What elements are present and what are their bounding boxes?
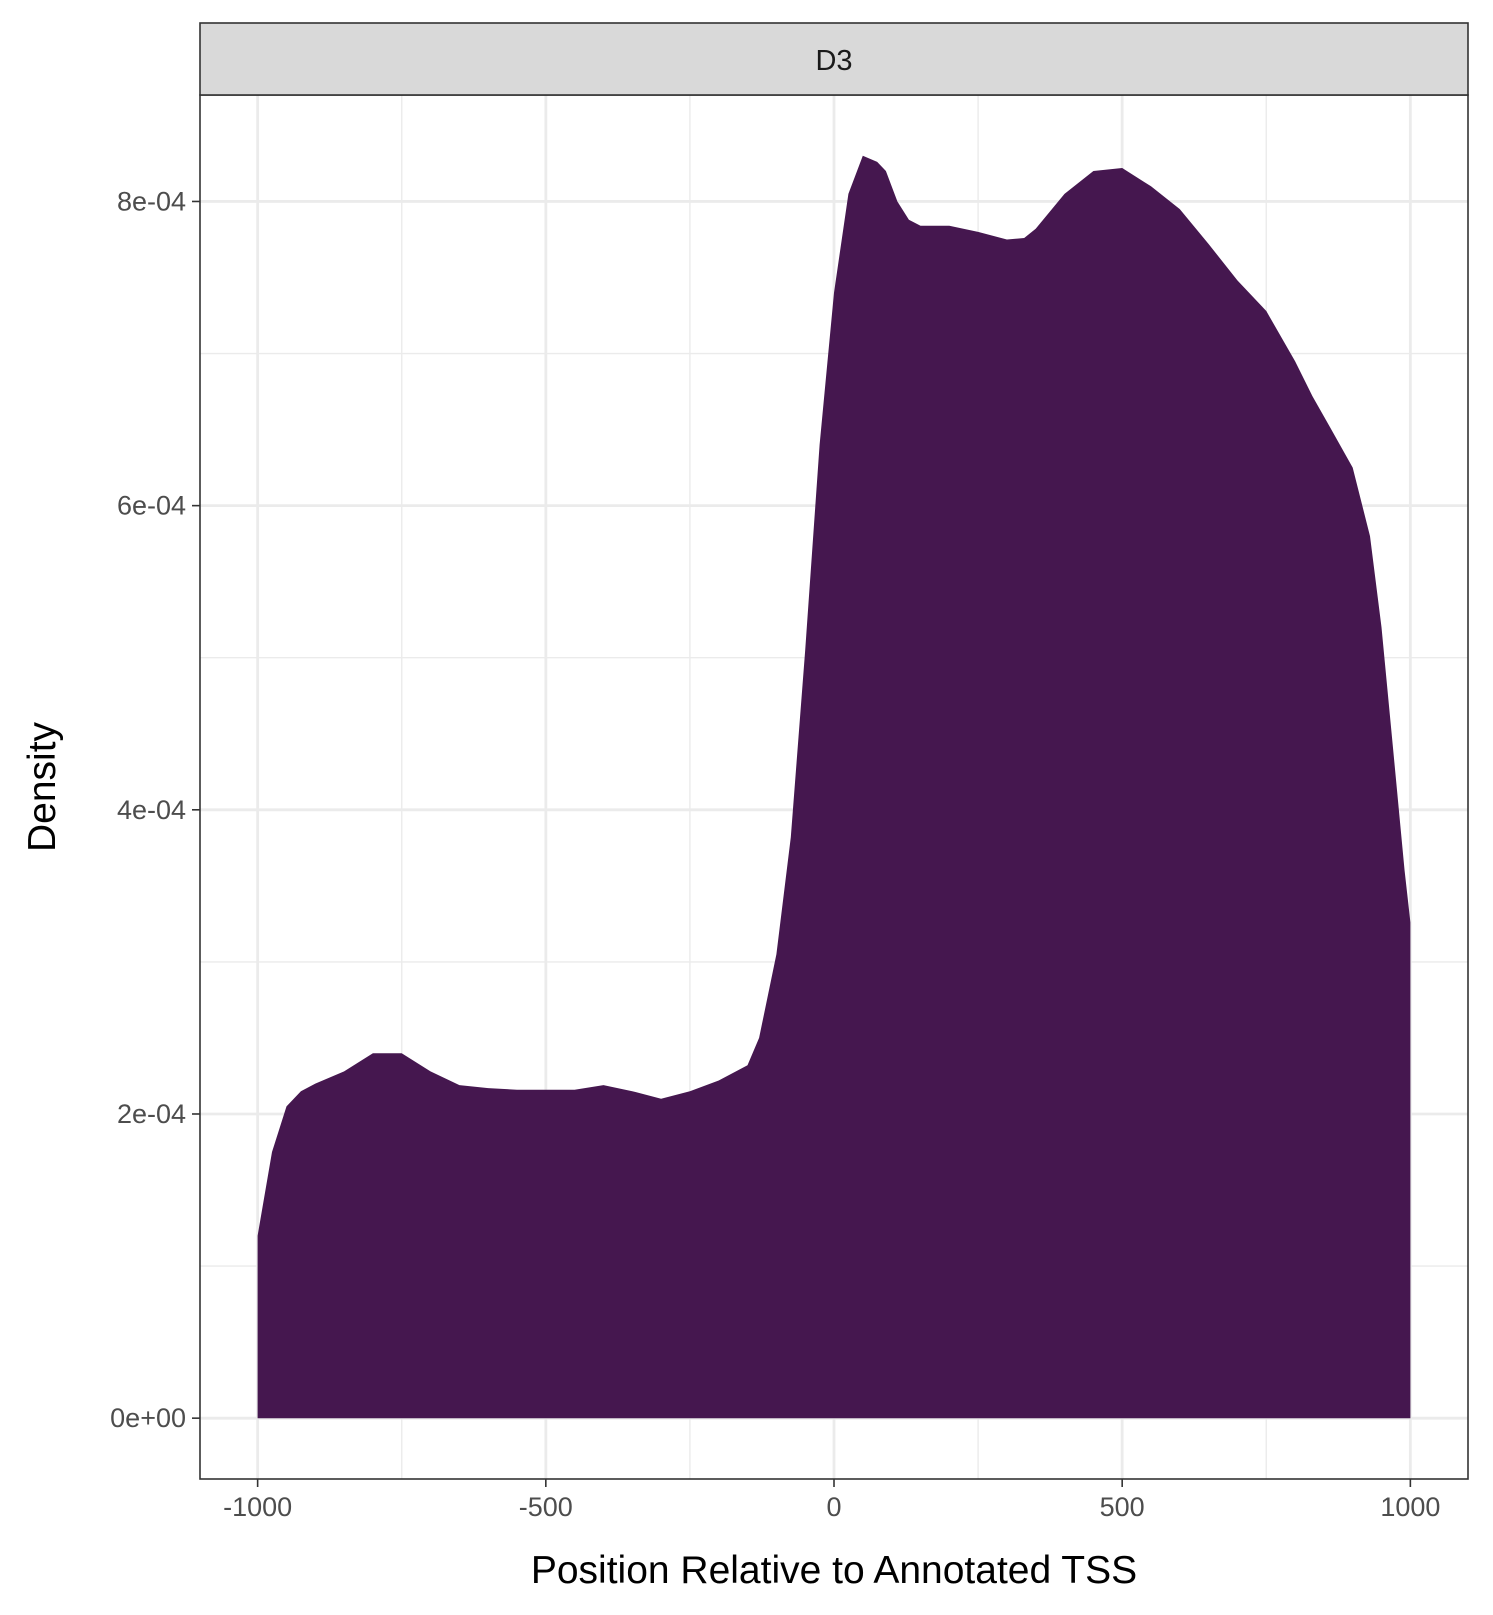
x-tick-label: 0 bbox=[826, 1492, 841, 1522]
x-tick-label: 1000 bbox=[1380, 1492, 1440, 1522]
y-tick-label: 6e-04 bbox=[117, 491, 186, 521]
y-axis-title: Density bbox=[21, 721, 64, 852]
y-tick-label: 4e-04 bbox=[117, 795, 186, 825]
x-tick-label: 500 bbox=[1100, 1492, 1145, 1522]
x-axis: -1000 -500 0 500 1000 bbox=[223, 1479, 1440, 1522]
y-tick-label: 0e+00 bbox=[110, 1403, 186, 1433]
y-tick-label: 8e-04 bbox=[117, 186, 186, 216]
x-tick-label: -1000 bbox=[223, 1492, 292, 1522]
facet-strip bbox=[199, 22, 1469, 96]
x-axis-title: Position Relative to Annotated TSS bbox=[531, 1549, 1137, 1592]
density-area bbox=[257, 155, 1411, 1419]
y-tick-label: 2e-04 bbox=[117, 1099, 186, 1129]
x-tick-label: -500 bbox=[519, 1492, 573, 1522]
y-axis: 0e+00 2e-04 4e-04 6e-04 8e-04 bbox=[110, 186, 200, 1433]
density-area-layer bbox=[257, 155, 1411, 1419]
facet-strip-label: D3 bbox=[815, 45, 852, 77]
